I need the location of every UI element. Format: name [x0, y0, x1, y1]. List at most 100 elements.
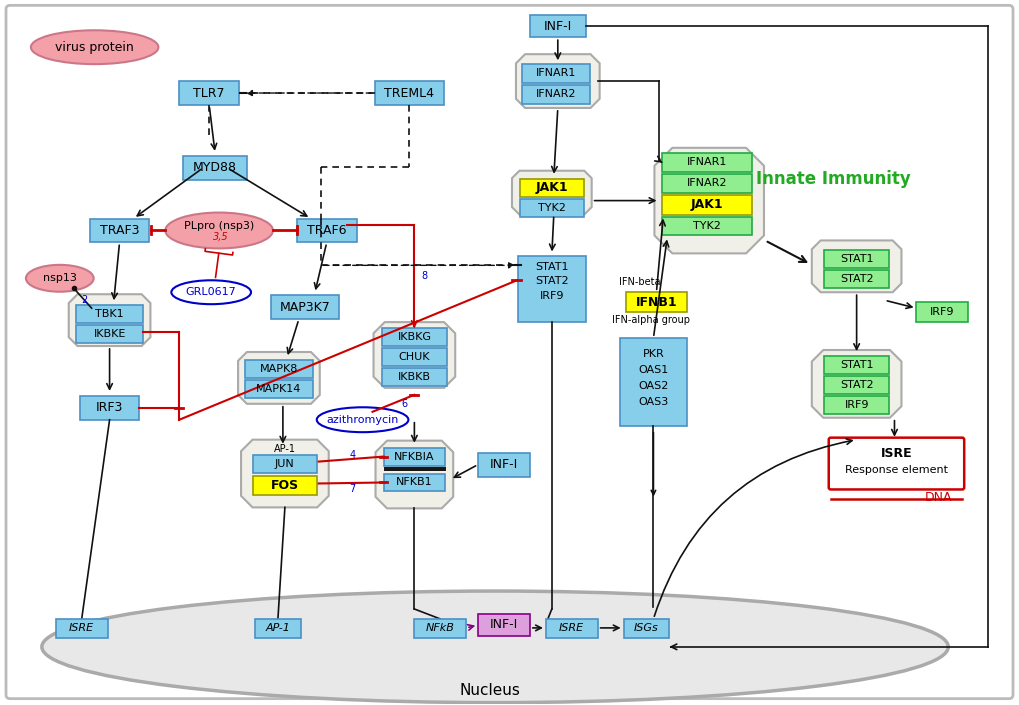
Bar — [75, 305, 144, 323]
Polygon shape — [654, 148, 763, 253]
Bar — [75, 325, 144, 343]
Text: 2: 2 — [82, 295, 88, 305]
Bar — [56, 619, 107, 638]
Bar — [381, 368, 446, 386]
Bar — [179, 81, 238, 105]
Bar — [522, 64, 589, 83]
Text: IKBKB: IKBKB — [397, 372, 430, 382]
Text: AP-1: AP-1 — [274, 443, 296, 453]
Bar — [915, 302, 967, 322]
Text: FOS: FOS — [271, 479, 299, 492]
Text: AP-1: AP-1 — [265, 623, 290, 633]
Bar — [545, 619, 597, 638]
Bar — [823, 396, 889, 414]
Text: nsp13: nsp13 — [43, 274, 76, 283]
Text: IFN-alpha group: IFN-alpha group — [611, 315, 690, 325]
Text: IFNAR1: IFNAR1 — [535, 68, 576, 78]
Text: INF-I: INF-I — [543, 20, 572, 33]
Text: OAS1: OAS1 — [638, 365, 667, 375]
Bar — [255, 619, 301, 638]
Bar — [381, 348, 446, 366]
Text: STAT1: STAT1 — [839, 255, 872, 264]
Bar — [520, 178, 583, 197]
Bar — [661, 153, 751, 172]
Text: TRAF6: TRAF6 — [307, 224, 346, 237]
Bar — [79, 396, 140, 419]
Bar — [623, 619, 668, 638]
Text: Response element: Response element — [844, 465, 947, 474]
Bar — [383, 448, 445, 465]
Text: IFNAR1: IFNAR1 — [687, 157, 727, 167]
Bar — [383, 474, 445, 491]
Text: IRF9: IRF9 — [844, 400, 868, 410]
Bar — [520, 199, 583, 216]
Text: IKBKG: IKBKG — [397, 332, 431, 342]
Text: STAT2: STAT2 — [535, 276, 568, 286]
Bar — [661, 195, 751, 214]
Bar — [478, 453, 530, 477]
Ellipse shape — [165, 212, 273, 248]
Polygon shape — [811, 350, 901, 418]
Text: ISRE: ISRE — [879, 447, 911, 460]
Text: OAS2: OAS2 — [638, 381, 668, 391]
Text: 7: 7 — [350, 484, 356, 494]
Text: IFNAR2: IFNAR2 — [535, 89, 576, 99]
Bar — [253, 475, 317, 496]
Text: ISRE: ISRE — [69, 623, 94, 633]
Text: TLR7: TLR7 — [194, 87, 225, 99]
Polygon shape — [375, 441, 452, 508]
Ellipse shape — [25, 265, 94, 292]
Text: 6: 6 — [400, 399, 407, 409]
Text: MAP3K7: MAP3K7 — [279, 300, 330, 314]
Text: IRF9: IRF9 — [539, 291, 564, 301]
Text: JAK1: JAK1 — [535, 181, 568, 194]
Text: GRL0617: GRL0617 — [185, 287, 236, 298]
Bar — [183, 156, 247, 180]
Text: STAT1: STAT1 — [839, 360, 872, 370]
Bar — [245, 380, 313, 398]
Text: IFNB1: IFNB1 — [635, 295, 677, 309]
Text: TREML4: TREML4 — [384, 87, 434, 99]
Ellipse shape — [317, 407, 408, 432]
Text: TYK2: TYK2 — [537, 202, 566, 213]
Ellipse shape — [171, 281, 251, 304]
Bar — [381, 328, 446, 346]
Text: DNA: DNA — [923, 491, 951, 504]
Text: azithromycin: azithromycin — [326, 415, 398, 424]
Polygon shape — [512, 171, 591, 214]
Text: INF-I: INF-I — [489, 458, 518, 471]
Polygon shape — [516, 54, 599, 108]
Text: 4: 4 — [350, 450, 356, 460]
Text: IRF3: IRF3 — [96, 401, 123, 415]
Text: STAT2: STAT2 — [839, 274, 872, 284]
Bar — [518, 257, 585, 322]
Bar — [374, 81, 444, 105]
Bar — [245, 360, 313, 378]
Polygon shape — [373, 322, 454, 388]
Bar — [414, 619, 466, 638]
Text: NFKB1: NFKB1 — [395, 477, 432, 487]
Text: PKR: PKR — [642, 349, 663, 359]
Text: ISGs: ISGs — [634, 623, 658, 633]
Bar — [271, 295, 338, 319]
Text: IFNAR2: IFNAR2 — [686, 178, 727, 188]
Text: Innate Immunity: Innate Immunity — [756, 170, 910, 188]
Text: JUN: JUN — [275, 458, 294, 469]
Bar — [478, 614, 530, 636]
Bar — [661, 216, 751, 235]
Text: NFKBIA: NFKBIA — [393, 452, 434, 462]
Text: STAT2: STAT2 — [839, 380, 872, 390]
Text: TBK1: TBK1 — [95, 309, 123, 319]
Text: STAT1: STAT1 — [535, 262, 568, 272]
Text: 8: 8 — [421, 271, 427, 281]
Bar — [823, 376, 889, 394]
Bar — [625, 293, 687, 312]
Text: IFN-beta: IFN-beta — [619, 277, 659, 287]
Bar — [823, 250, 889, 269]
Text: ISRE: ISRE — [558, 623, 584, 633]
Text: IRF9: IRF9 — [929, 307, 954, 317]
Ellipse shape — [42, 591, 948, 703]
Text: virus protein: virus protein — [55, 41, 133, 54]
Bar — [297, 219, 357, 243]
Bar — [823, 356, 889, 374]
